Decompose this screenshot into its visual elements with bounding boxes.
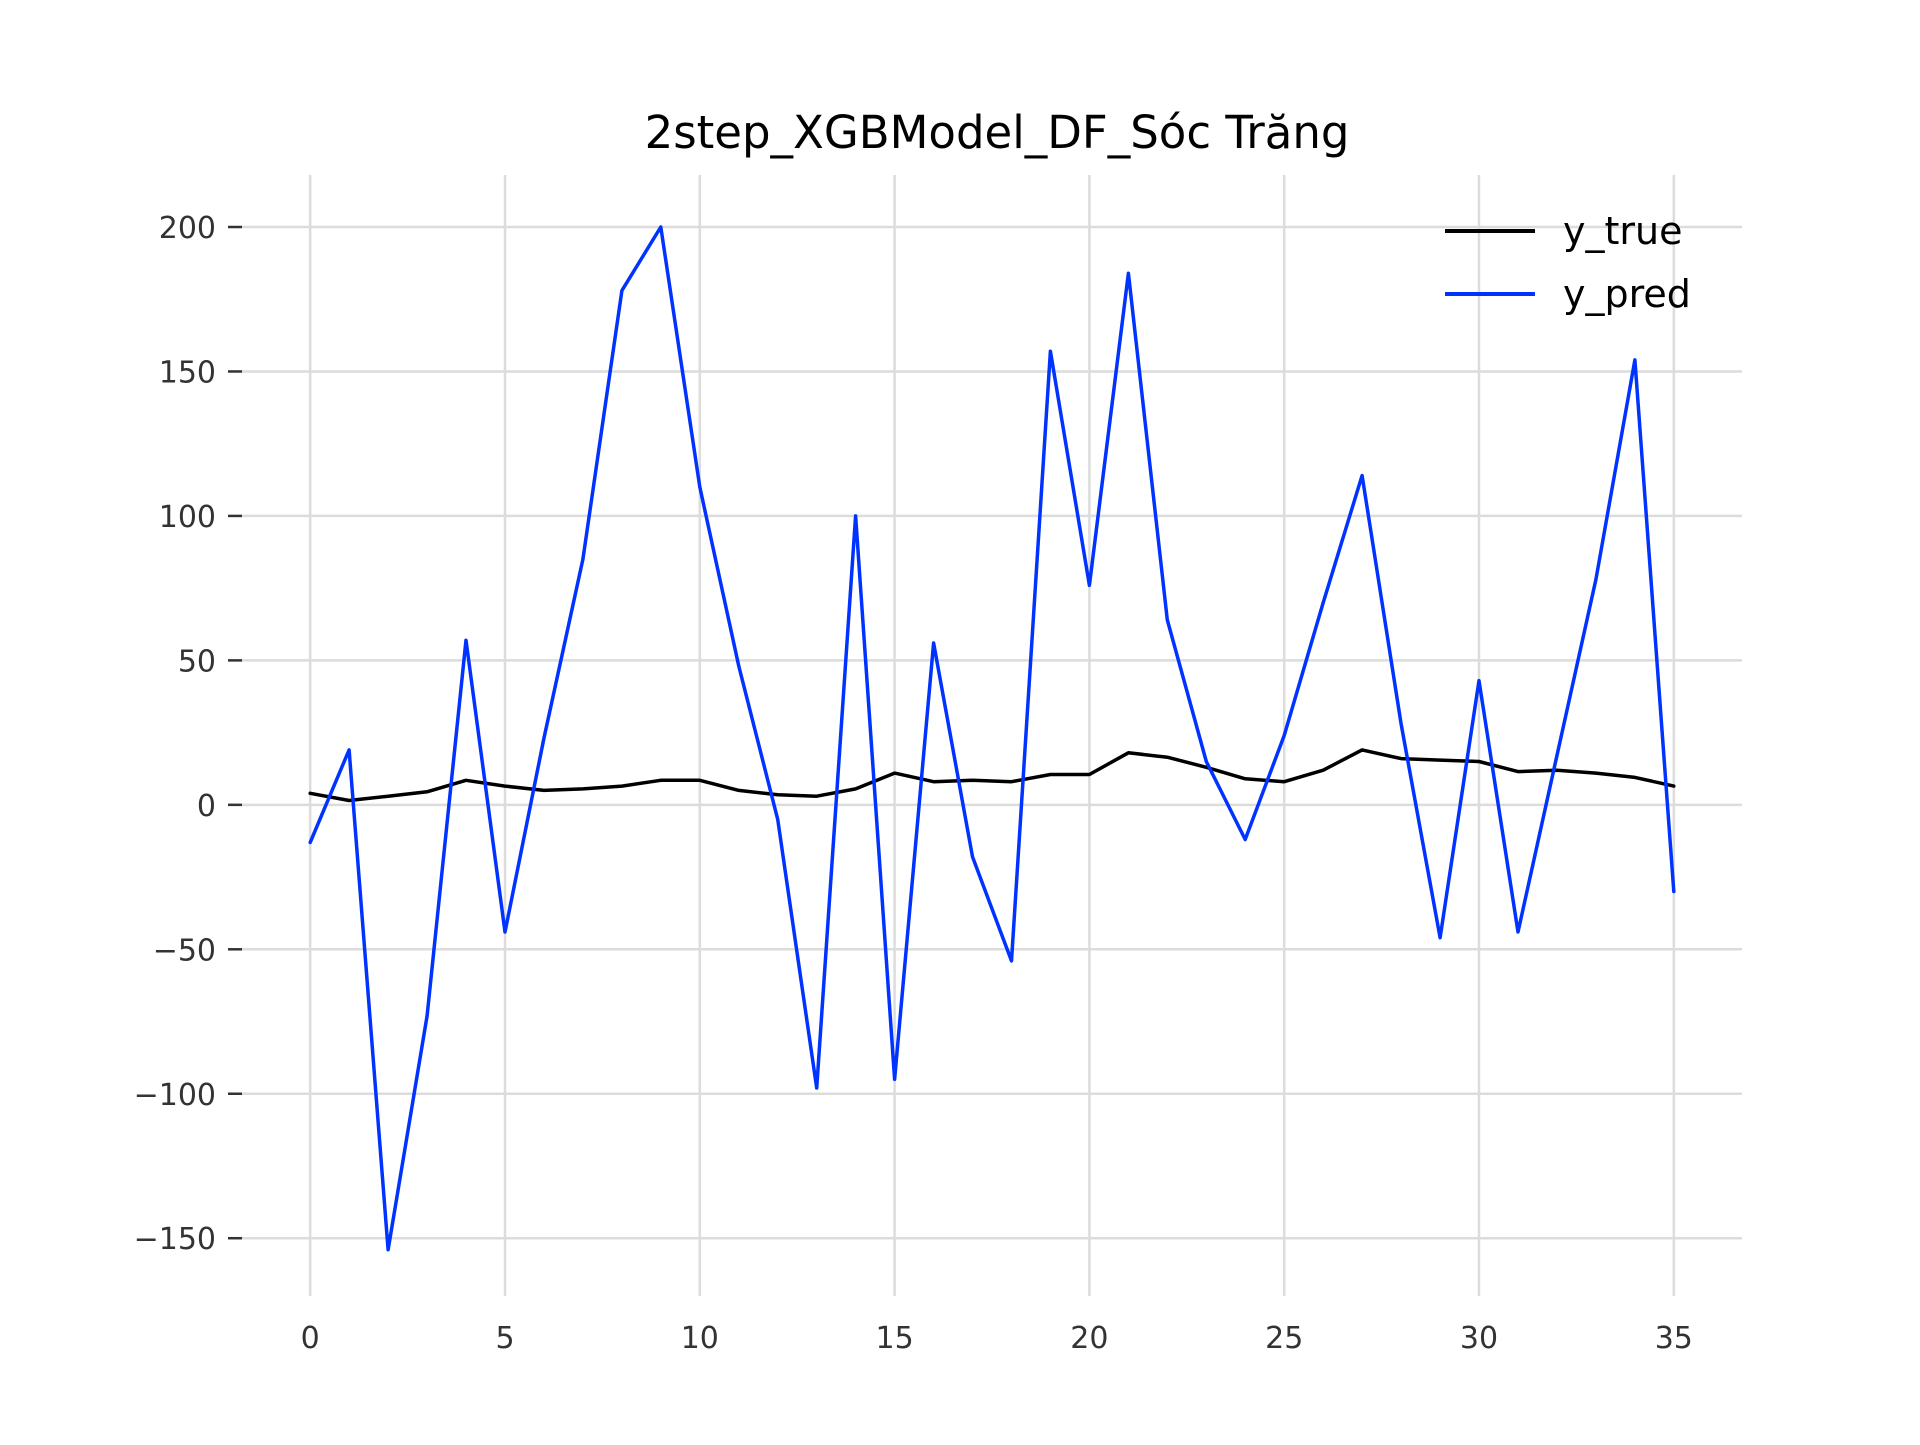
series-line-y-true <box>308 748 1676 803</box>
y-tick-label: −50 <box>153 933 216 968</box>
x-tick-label: 30 <box>1460 1321 1498 1356</box>
y-tick-label: 100 <box>159 500 216 535</box>
x-tick-label: 25 <box>1265 1321 1303 1356</box>
series-line-y-pred <box>308 225 1676 1252</box>
x-tick-label: 10 <box>681 1321 719 1356</box>
legend: y_true y_pred <box>1445 209 1691 316</box>
y-tick-label: 150 <box>159 355 216 390</box>
legend-label-y-pred: y_pred <box>1563 272 1691 316</box>
y-tick-label: −150 <box>134 1222 216 1257</box>
x-tick-label: 35 <box>1655 1321 1693 1356</box>
y-tick-label: 50 <box>178 644 216 679</box>
chart-title: 2step_XGBModel_DF_Sóc Trăng <box>645 106 1350 159</box>
x-tick-label: 0 <box>301 1321 320 1356</box>
x-tick-label: 5 <box>495 1321 514 1356</box>
y-tick-label: 0 <box>197 789 216 824</box>
y-tick-label: 200 <box>159 211 216 246</box>
x-tick-label: 15 <box>876 1321 914 1356</box>
y-tick-label: −100 <box>134 1078 216 1113</box>
series-lines <box>308 225 1676 1252</box>
legend-label-y-true: y_true <box>1563 209 1682 253</box>
x-tick-label: 20 <box>1070 1321 1108 1356</box>
grid <box>242 175 1742 1296</box>
axis-ticks: 0 5 10 15 20 25 30 35 −150 −100 −50 0 50 100 150 200 <box>134 211 1693 1356</box>
